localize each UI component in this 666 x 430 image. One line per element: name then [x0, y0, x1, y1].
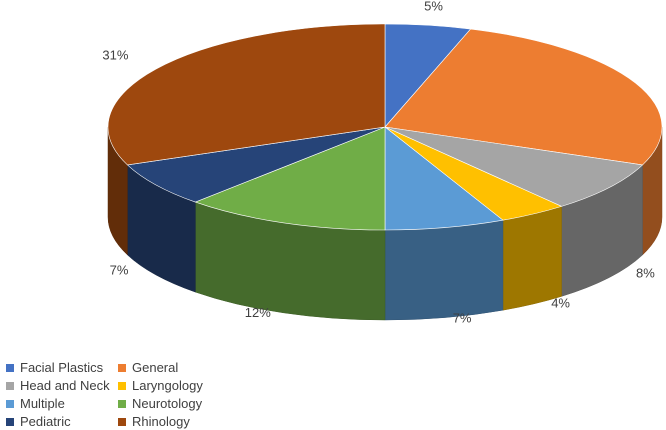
pie-label-facial-plastics: 5%	[424, 0, 443, 14]
pie-label-head-and-neck: 8%	[636, 266, 655, 281]
legend-swatch	[6, 418, 14, 426]
legend-swatch	[118, 364, 126, 372]
pie-label-neurotology: 12%	[245, 305, 271, 320]
legend-item-neurotology: Neurotology	[118, 395, 230, 412]
legend-label: Laryngology	[132, 378, 203, 393]
legend-label: Neurotology	[132, 396, 202, 411]
legend-swatch	[118, 382, 126, 390]
legend-swatch	[6, 382, 14, 390]
legend-label: Facial Plastics	[20, 360, 103, 375]
pie-label-pediatric: 7%	[110, 263, 129, 278]
legend-label: Rhinology	[132, 414, 190, 429]
pie-label-laryngology: 4%	[551, 295, 570, 310]
legend: Facial Plastics General Head and Neck Laryn…	[6, 359, 246, 430]
legend-item-laryngology: Laryngology	[118, 377, 230, 394]
legend-swatch	[118, 400, 126, 408]
legend-swatch	[6, 400, 14, 408]
legend-item-pediatric: Pediatric	[6, 413, 118, 430]
legend-label: Pediatric	[20, 414, 71, 429]
legend-item-general: General	[118, 359, 230, 376]
pie-label-multiple: 7%	[453, 311, 472, 326]
legend-label: Multiple	[20, 396, 65, 411]
legend-swatch	[118, 418, 126, 426]
legend-label: Head and Neck	[20, 378, 110, 393]
pie-side-multiple	[385, 220, 503, 320]
legend-item-rhinology: Rhinology	[118, 413, 230, 430]
legend-label: General	[132, 360, 178, 375]
pie-label-rhinology: 31%	[102, 48, 128, 63]
legend-swatch	[6, 364, 14, 372]
legend-item-facial-plastics: Facial Plastics	[6, 359, 118, 376]
legend-item-head-and-neck: Head and Neck	[6, 377, 118, 394]
legend-item-multiple: Multiple	[6, 395, 118, 412]
pie-tops	[108, 24, 662, 230]
